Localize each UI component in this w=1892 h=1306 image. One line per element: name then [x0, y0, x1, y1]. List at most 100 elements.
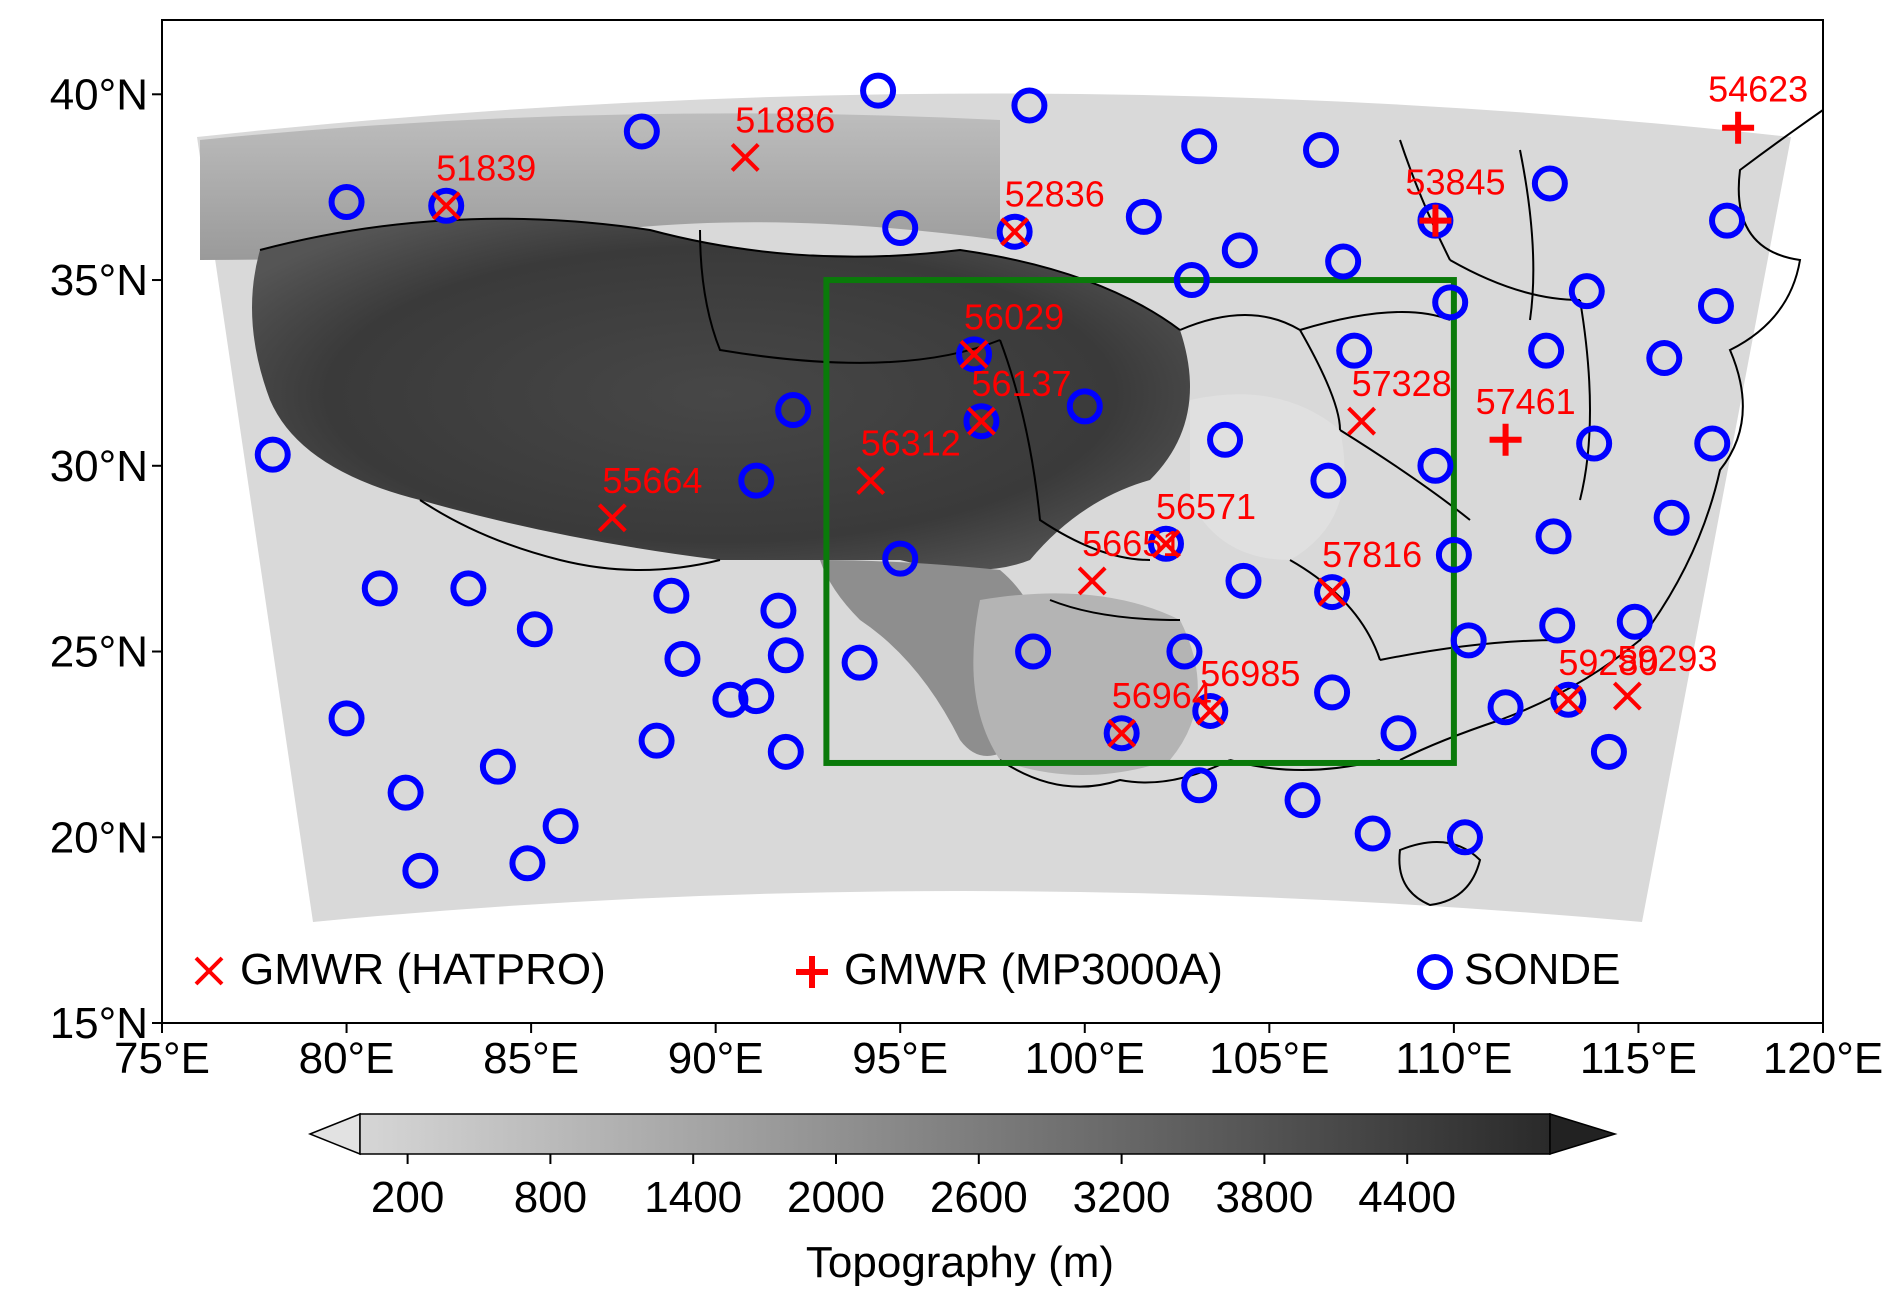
- map-frame: [161, 19, 1824, 1024]
- sonde-marker: [738, 678, 775, 715]
- hatpro-station: 56651: [1077, 523, 1182, 596]
- sonde-marker: [1694, 425, 1731, 462]
- sonde-marker: [841, 644, 878, 681]
- colorbar-extend-max: [1549, 1112, 1618, 1156]
- sonde-marker: [1325, 243, 1362, 280]
- sonde-marker: [1011, 87, 1048, 124]
- sonde-marker: [516, 611, 553, 648]
- boundary-lines: [259, 109, 1823, 907]
- hatpro-marker: [1553, 685, 1583, 715]
- colorbar-tick-label: 200: [371, 1173, 444, 1222]
- colorbar-tick-label: 1400: [644, 1173, 742, 1222]
- lat-tick-label: 40°N: [50, 70, 148, 119]
- hatpro-station-id: 57328: [1352, 363, 1452, 404]
- sonde-marker: [1450, 622, 1487, 659]
- colorbar-tick-label: 2000: [787, 1173, 885, 1222]
- sonde-marker: [1535, 518, 1572, 555]
- mp3000a-station: 54623: [1708, 69, 1808, 144]
- hatpro-station: 51886: [730, 99, 835, 172]
- hatpro-station-id: 56651: [1082, 523, 1182, 564]
- hatpro-marker: [1347, 406, 1377, 436]
- hatpro-station-id: 56964: [1112, 675, 1212, 716]
- sonde-marker: [1310, 462, 1347, 499]
- sonde-marker: [1616, 603, 1653, 640]
- legend: GMWR (HATPRO) GMWR (MP3000A) SONDE: [194, 945, 1620, 994]
- legend-hatpro-marker: [194, 956, 224, 986]
- hatpro-station-id: 56312: [861, 423, 961, 464]
- hatpro-marker: [967, 406, 996, 436]
- sonde-marker: [1015, 633, 1052, 670]
- sonde-marker: [712, 681, 749, 718]
- colorbar-tick-label: 4400: [1358, 1173, 1456, 1222]
- sonde-marker: [1528, 332, 1565, 369]
- hatpro-station: 56312: [856, 423, 961, 496]
- hatpro-station-id: 52836: [1005, 174, 1105, 215]
- sonde-marker: [1314, 574, 1351, 611]
- hatpro-station: 55664: [597, 460, 702, 533]
- colorbar-tick-label: 800: [514, 1173, 587, 1222]
- hatpro-station-id: 59280: [1558, 642, 1658, 683]
- lat-tick-label: 15°N: [50, 999, 148, 1048]
- sonde-marker: [428, 187, 465, 224]
- sonde-marker: [1646, 340, 1683, 377]
- mp3000a-station: 57461: [1476, 381, 1576, 456]
- sonde-marker: [882, 210, 919, 247]
- sonde-marker: [361, 570, 398, 607]
- lon-tick-label: 85°E: [483, 1034, 579, 1083]
- sonde-marker: [1181, 767, 1218, 804]
- hatpro-station: 59293: [1612, 638, 1717, 711]
- hatpro-station: 56964: [1107, 675, 1212, 748]
- sonde-marker: [1417, 447, 1454, 484]
- sonde-marker: [767, 733, 804, 770]
- lon-tick-label: 80°E: [299, 1034, 395, 1083]
- hatpro-station: 51839: [431, 148, 536, 221]
- hatpro-station: 59280: [1553, 642, 1658, 715]
- sonde-marker: [402, 852, 439, 889]
- sonde-marker: [775, 392, 812, 429]
- sonde-marker: [1221, 232, 1258, 269]
- sonde-marker: [1166, 633, 1203, 670]
- hatpro-marker: [1151, 529, 1181, 559]
- sonde-marker: [760, 592, 797, 629]
- mp3000a-stations: 53845 57461 54623: [1405, 69, 1808, 456]
- hatpro-station: 57328: [1347, 363, 1452, 436]
- hainan-outline: [1398, 841, 1482, 907]
- legend-sonde-label: SONDE: [1464, 945, 1620, 994]
- study-box-layer: [823, 277, 1457, 766]
- hatpro-marker: [1000, 217, 1030, 247]
- hatpro-station-id: 59293: [1617, 638, 1717, 679]
- hatpro-station-id: 51839: [436, 148, 536, 189]
- sonde-marker: [1550, 681, 1587, 718]
- sonde-marker: [1568, 273, 1605, 310]
- sonde-marker: [1066, 388, 1103, 425]
- coastline: [1399, 109, 1823, 761]
- sonde-marker: [1125, 198, 1162, 235]
- colorbar-ticks: 200 800 1400 2000 2600 3200 3800 4400: [371, 1154, 1456, 1222]
- hatpro-station-id: 57816: [1322, 534, 1422, 575]
- legend-hatpro-label: GMWR (HATPRO): [240, 945, 606, 994]
- hatpro-marker: [856, 466, 886, 496]
- colorbar-body: [359, 1113, 1551, 1155]
- sonde-marker: [623, 113, 660, 150]
- lon-tick-label: 90°E: [668, 1034, 764, 1083]
- sonde-marker: [1539, 607, 1576, 644]
- sonde-marker: [1487, 689, 1524, 726]
- sonde-marker: [1284, 782, 1321, 819]
- legend-sonde-marker: [1417, 954, 1453, 990]
- lon-tick-label: 95°E: [852, 1034, 948, 1083]
- sonde-marker: [1303, 132, 1340, 169]
- colorbar: 200 800 1400 2000 2600 3200 3800 4400 Topograph…: [307, 1112, 1618, 1287]
- hatpro-station-id: 55664: [602, 460, 702, 501]
- sonde-marker: [882, 540, 919, 577]
- lat-tick-label: 20°N: [50, 813, 148, 862]
- legend-mp3000a-label: GMWR (MP3000A): [844, 945, 1223, 994]
- sonde-marker: [1435, 536, 1472, 573]
- sonde-marker: [509, 845, 546, 882]
- hatpro-station-id: 51886: [735, 99, 835, 140]
- sonde-marker: [328, 184, 365, 221]
- mp3000a-station-id: 57461: [1476, 381, 1576, 422]
- hatpro-station: 56985: [1195, 653, 1300, 726]
- lat-tick-label: 25°N: [50, 628, 148, 677]
- study-region-box: [823, 277, 1457, 766]
